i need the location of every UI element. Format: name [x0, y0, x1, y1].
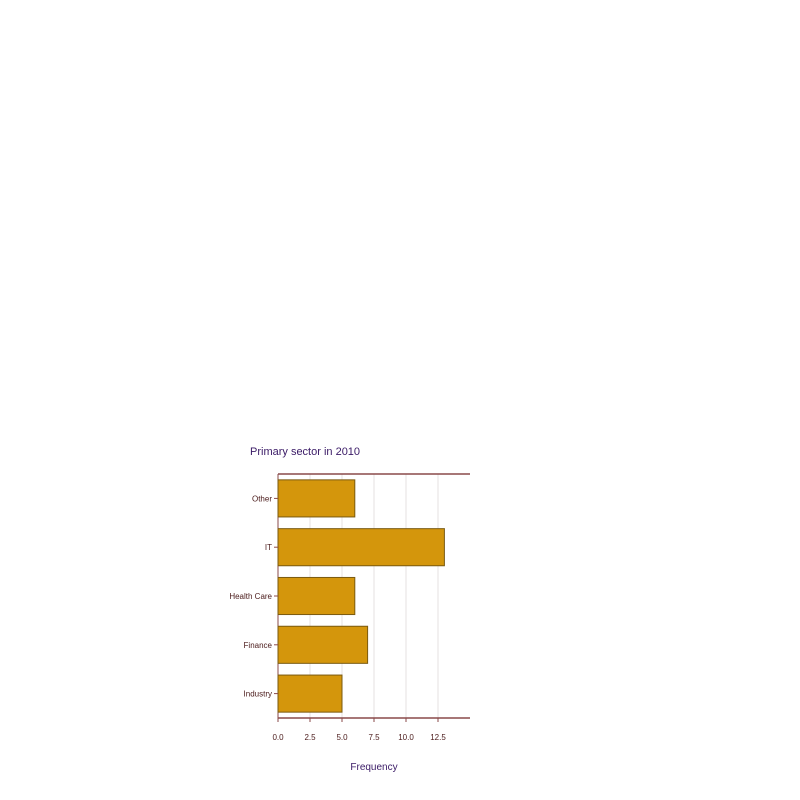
y-tick-label: Health Care [229, 592, 272, 601]
x-axis-label: Frequency [350, 762, 397, 773]
y-tick-label: Other [252, 494, 272, 503]
bar-other [277, 479, 356, 518]
x-tick-label: 12.5 [430, 733, 446, 742]
chart-title: Primary sector in 2010 [250, 446, 360, 458]
x-tick-label: 5.0 [336, 733, 348, 742]
plot-area: 0.0 2.5 5.0 7.5 10.0 12.5 Other IT Health Care Fi… [229, 473, 470, 742]
x-tick-label: 7.5 [368, 733, 380, 742]
bar-health-care [277, 576, 356, 616]
x-tick-label: 0.0 [272, 733, 284, 742]
bar-it [277, 528, 445, 567]
bar-industry [277, 674, 343, 713]
x-tick-label: 2.5 [304, 733, 316, 742]
x-tick-label: 10.0 [398, 733, 414, 742]
bar-finance [277, 625, 369, 664]
y-tick-label: Finance [244, 641, 273, 650]
y-tick-label: Industry [244, 690, 272, 699]
y-tick-label: IT [265, 543, 272, 552]
